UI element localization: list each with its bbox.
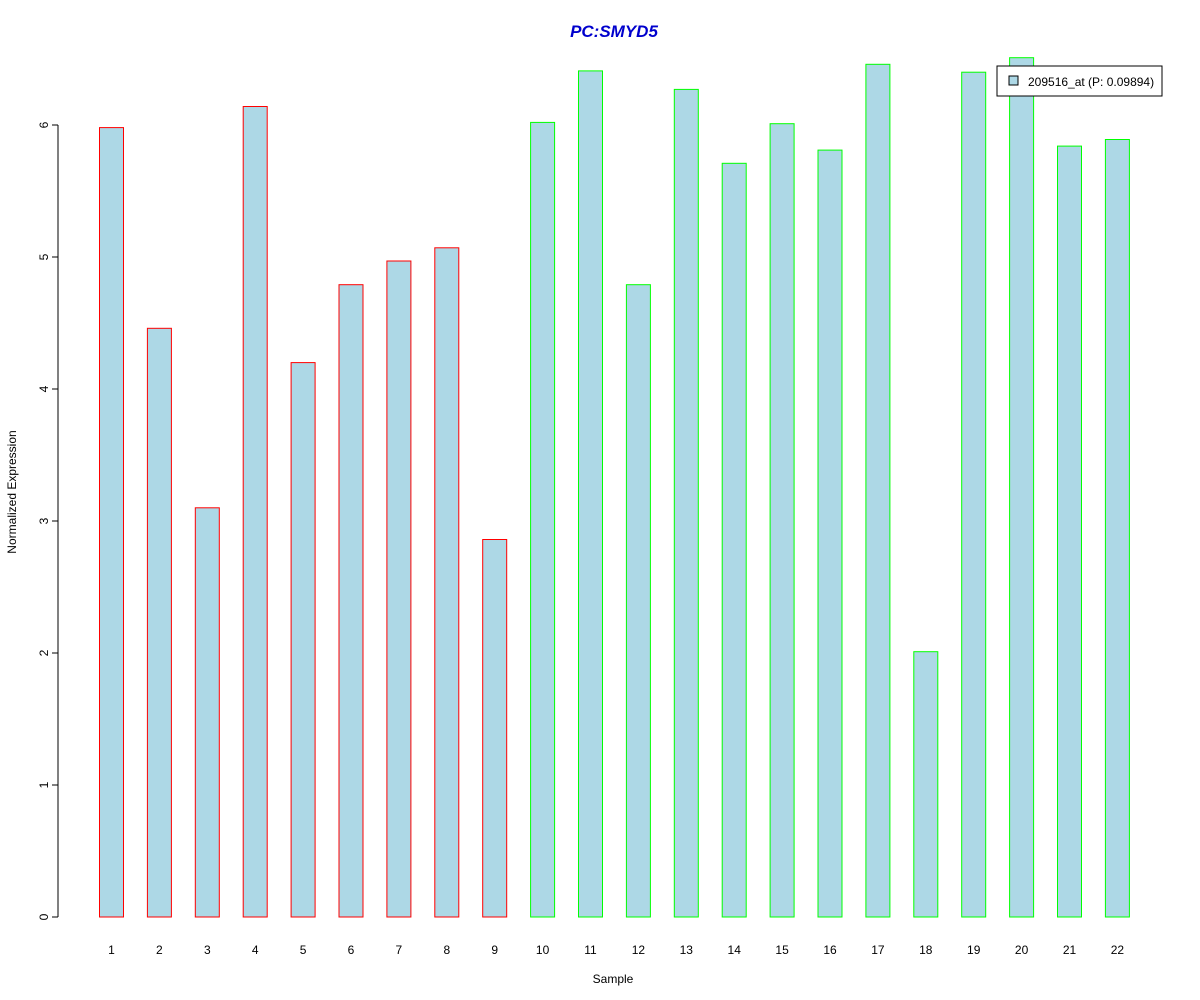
y-tick-label: 0 <box>37 913 51 920</box>
bar-sample-8 <box>434 247 460 918</box>
bar-sample-19 <box>961 71 987 918</box>
x-tick-label: 2 <box>156 943 163 957</box>
y-tick-label: 1 <box>37 781 51 788</box>
x-tick-label: 6 <box>348 943 355 957</box>
x-tick-label: 4 <box>252 943 259 957</box>
bar-sample-10 <box>530 121 556 918</box>
x-axis-label: Sample <box>593 972 634 986</box>
y-tick-label: 6 <box>37 121 51 128</box>
bar-sample-1 <box>99 127 124 918</box>
chart-title: PC:SMYD5 <box>570 22 658 41</box>
y-tick-label: 5 <box>37 253 51 260</box>
bar-sample-22 <box>1104 139 1130 918</box>
x-tick-label: 22 <box>1111 943 1125 957</box>
bar-sample-18 <box>913 651 939 918</box>
y-axis: 0 1 2 3 4 5 6 <box>37 121 59 920</box>
x-tick-label: 5 <box>300 943 307 957</box>
x-tick-label: 15 <box>775 943 789 957</box>
bar-sample-16 <box>817 149 843 918</box>
bar-sample-21 <box>1057 145 1082 918</box>
x-tick-label: 10 <box>536 943 550 957</box>
y-axis-label: Normalized Expression <box>5 430 19 553</box>
bar-sample-4 <box>242 106 268 918</box>
y-tick-label: 4 <box>37 385 51 392</box>
x-tick-label: 9 <box>491 943 498 957</box>
legend-label: 209516_at (P: 0.09894) <box>1028 75 1154 89</box>
x-tick-label: 17 <box>871 943 885 957</box>
bar-sample-6 <box>338 284 364 918</box>
x-tick-label: 11 <box>584 943 597 957</box>
y-tick-label: 2 <box>37 649 51 656</box>
x-tick-label: 16 <box>823 943 837 957</box>
bar-sample-14 <box>721 162 747 918</box>
x-tick-label: 18 <box>919 943 933 957</box>
x-tick-label: 13 <box>680 943 694 957</box>
legend-box <box>996 65 1163 97</box>
bar-sample-17 <box>865 63 891 918</box>
x-tick-label: 21 <box>1063 943 1077 957</box>
bar-sample-7 <box>386 260 412 918</box>
x-tick-label: 8 <box>443 943 450 957</box>
bar-sample-12 <box>625 284 651 918</box>
y-tick-label: 3 <box>37 517 51 524</box>
bar-sample-20 <box>1009 57 1035 918</box>
x-tick-labels: 1 2 3 4 5 6 7 8 9 10 11 12 13 14 15 16 17 18 19 20 21 22 <box>108 943 1124 957</box>
bar-sample-3 <box>194 507 220 918</box>
bar-sample-9 <box>482 539 508 918</box>
x-tick-label: 12 <box>632 943 646 957</box>
x-tick-label: 19 <box>967 943 981 957</box>
bar-sample-5 <box>290 362 316 918</box>
x-tick-label: 14 <box>728 943 742 957</box>
bar-sample-2 <box>146 327 172 918</box>
legend-swatch <box>1008 75 1019 86</box>
bar-sample-15 <box>769 123 795 918</box>
x-tick-label: 20 <box>1015 943 1029 957</box>
x-tick-label: 1 <box>108 943 115 957</box>
bar-sample-13 <box>673 88 699 918</box>
bar-sample-11 <box>578 70 603 918</box>
legend: 209516_at (P: 0.09894) <box>996 65 1163 97</box>
x-tick-label: 3 <box>204 943 211 957</box>
x-tick-label: 7 <box>396 943 403 957</box>
bars <box>99 57 1130 918</box>
